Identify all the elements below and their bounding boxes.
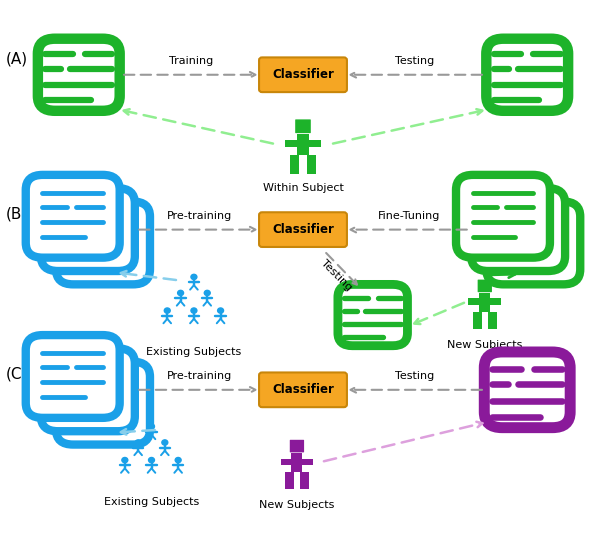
FancyBboxPatch shape [290, 440, 304, 452]
Text: Fine-Tuning: Fine-Tuning [378, 211, 440, 221]
Circle shape [135, 440, 141, 445]
FancyBboxPatch shape [41, 349, 135, 431]
FancyBboxPatch shape [468, 299, 501, 305]
FancyBboxPatch shape [471, 189, 565, 271]
FancyBboxPatch shape [259, 373, 347, 407]
FancyBboxPatch shape [479, 293, 490, 312]
FancyBboxPatch shape [307, 155, 316, 174]
Text: Pre-training: Pre-training [167, 211, 233, 221]
FancyBboxPatch shape [41, 189, 135, 271]
FancyBboxPatch shape [338, 285, 407, 345]
Text: Pre-training: Pre-training [167, 372, 233, 381]
Text: Within Subject: Within Subject [262, 183, 344, 193]
Circle shape [175, 458, 181, 462]
FancyBboxPatch shape [291, 453, 302, 472]
Circle shape [148, 458, 155, 462]
Circle shape [191, 274, 197, 280]
Circle shape [162, 440, 168, 445]
Text: (A): (A) [6, 51, 28, 66]
FancyBboxPatch shape [38, 39, 120, 111]
Circle shape [164, 308, 170, 313]
Text: Existing Subjects: Existing Subjects [104, 497, 199, 507]
FancyBboxPatch shape [456, 175, 550, 257]
Circle shape [191, 308, 197, 313]
FancyBboxPatch shape [486, 202, 581, 284]
FancyBboxPatch shape [259, 58, 347, 92]
Circle shape [178, 290, 184, 296]
FancyBboxPatch shape [488, 312, 497, 329]
FancyBboxPatch shape [290, 155, 299, 174]
FancyBboxPatch shape [285, 472, 294, 489]
FancyBboxPatch shape [473, 312, 482, 329]
Text: (C): (C) [6, 366, 28, 381]
Circle shape [204, 290, 210, 296]
FancyBboxPatch shape [295, 120, 311, 133]
FancyBboxPatch shape [297, 134, 309, 155]
Text: (B): (B) [6, 206, 28, 221]
FancyBboxPatch shape [25, 175, 120, 257]
FancyBboxPatch shape [281, 459, 313, 465]
Text: Classifier: Classifier [272, 223, 334, 236]
Circle shape [148, 424, 155, 429]
FancyBboxPatch shape [285, 140, 321, 147]
Text: Training: Training [168, 57, 213, 66]
FancyBboxPatch shape [484, 352, 570, 428]
Text: Testing: Testing [396, 372, 435, 381]
Text: Classifier: Classifier [272, 68, 334, 81]
FancyBboxPatch shape [300, 472, 309, 489]
Circle shape [218, 308, 224, 313]
Circle shape [122, 458, 128, 462]
Text: New Subjects: New Subjects [447, 340, 522, 350]
Text: New Subjects: New Subjects [259, 500, 335, 511]
FancyBboxPatch shape [25, 335, 120, 418]
FancyBboxPatch shape [259, 212, 347, 247]
Text: Testing: Testing [396, 57, 435, 66]
Text: Existing Subjects: Existing Subjects [146, 347, 242, 357]
FancyBboxPatch shape [56, 362, 150, 444]
FancyBboxPatch shape [486, 39, 568, 111]
Text: Testing: Testing [319, 257, 354, 293]
FancyBboxPatch shape [56, 202, 150, 284]
Text: Classifier: Classifier [272, 383, 334, 396]
FancyBboxPatch shape [478, 280, 492, 292]
